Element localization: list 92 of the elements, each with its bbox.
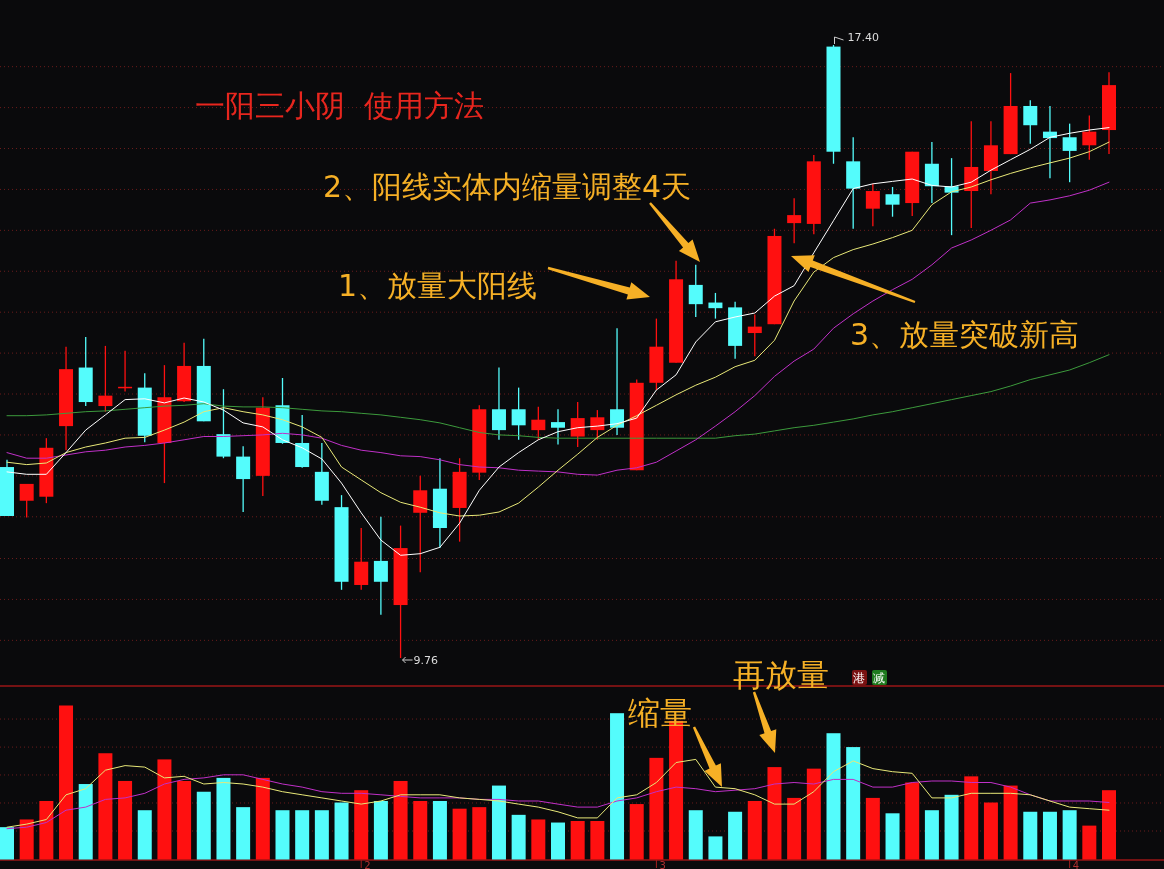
bar bbox=[846, 747, 861, 860]
candlestick bbox=[747, 313, 762, 357]
bar bbox=[924, 810, 939, 860]
bar bbox=[118, 780, 133, 860]
text: 减 bbox=[873, 671, 885, 685]
annotation: 缩量 bbox=[628, 694, 692, 732]
candlestick bbox=[1082, 114, 1097, 161]
bar bbox=[551, 822, 565, 860]
bar bbox=[1042, 811, 1057, 860]
x-tick-label: 4 bbox=[1072, 860, 1080, 869]
bar bbox=[511, 814, 526, 860]
bar bbox=[905, 782, 920, 860]
candlestick bbox=[354, 527, 369, 591]
candlestick bbox=[590, 409, 605, 441]
text: 港 bbox=[853, 671, 865, 685]
bar bbox=[236, 807, 251, 860]
bar bbox=[806, 768, 821, 860]
bar bbox=[649, 757, 664, 860]
candlestick bbox=[19, 483, 34, 519]
candlestick bbox=[865, 183, 880, 227]
bar bbox=[275, 810, 290, 860]
candlestick bbox=[1062, 122, 1077, 183]
annotation: 2、阳线实体内缩量调整4天 bbox=[323, 169, 692, 204]
candlestick bbox=[885, 186, 900, 218]
bar bbox=[216, 777, 231, 860]
bar bbox=[865, 797, 880, 860]
bar bbox=[19, 819, 34, 860]
bar bbox=[629, 804, 644, 860]
bar bbox=[196, 791, 211, 860]
bar bbox=[885, 813, 900, 860]
annotation: 1、放量大阳线 bbox=[338, 268, 538, 303]
candlestick bbox=[787, 197, 802, 244]
bar bbox=[295, 810, 310, 860]
bar bbox=[177, 780, 192, 860]
bar bbox=[334, 802, 349, 860]
bar bbox=[393, 780, 408, 860]
bar bbox=[767, 767, 782, 860]
x-tick-label: 3 bbox=[659, 860, 666, 869]
bar bbox=[610, 713, 625, 860]
bar bbox=[964, 776, 979, 860]
bar bbox=[373, 800, 388, 860]
x-tick-label: 2 bbox=[364, 860, 371, 869]
candlestick bbox=[413, 475, 428, 573]
bar bbox=[826, 733, 841, 860]
bar bbox=[78, 784, 93, 860]
bar bbox=[728, 811, 743, 860]
bar bbox=[1062, 810, 1077, 860]
candlestick bbox=[216, 388, 231, 459]
bar bbox=[531, 819, 546, 860]
annotation: 再放量 bbox=[733, 656, 829, 694]
bar bbox=[1023, 811, 1038, 860]
candlestick bbox=[373, 516, 388, 616]
text: 一阳三小阴 使用方法 bbox=[195, 88, 485, 123]
bar bbox=[314, 810, 329, 860]
bar bbox=[413, 800, 428, 860]
candlestick bbox=[570, 401, 585, 448]
bar bbox=[255, 777, 270, 860]
bar bbox=[983, 802, 998, 860]
text: 17.40 bbox=[847, 31, 879, 44]
candlestick bbox=[98, 345, 113, 413]
candlestick bbox=[688, 264, 703, 318]
bar bbox=[688, 810, 703, 860]
candlestick bbox=[531, 406, 546, 441]
bar bbox=[787, 797, 802, 860]
bar bbox=[1102, 790, 1116, 860]
bar bbox=[354, 790, 369, 860]
bar bbox=[452, 808, 467, 860]
bar bbox=[39, 800, 54, 860]
bar bbox=[590, 821, 605, 860]
bar bbox=[0, 827, 14, 860]
bar bbox=[944, 794, 959, 860]
bar bbox=[59, 705, 74, 860]
bar bbox=[432, 800, 447, 860]
candlestick bbox=[1023, 99, 1038, 145]
bar bbox=[1003, 785, 1018, 860]
candlestick bbox=[610, 327, 625, 436]
candlestick bbox=[491, 366, 506, 441]
candlestick bbox=[511, 386, 526, 441]
bar bbox=[491, 785, 506, 860]
bar bbox=[472, 807, 487, 860]
bar bbox=[1082, 825, 1097, 860]
bar bbox=[98, 753, 113, 860]
bar bbox=[570, 821, 585, 860]
candlestick bbox=[551, 408, 565, 446]
candlestick bbox=[236, 445, 251, 513]
annotation: 3、放量突破新高 bbox=[850, 317, 1080, 352]
candlestick bbox=[924, 141, 939, 204]
bar bbox=[747, 800, 762, 860]
annotation: 9.76 bbox=[413, 654, 439, 667]
bar bbox=[708, 836, 723, 860]
bar bbox=[157, 759, 172, 860]
bar bbox=[137, 810, 152, 860]
